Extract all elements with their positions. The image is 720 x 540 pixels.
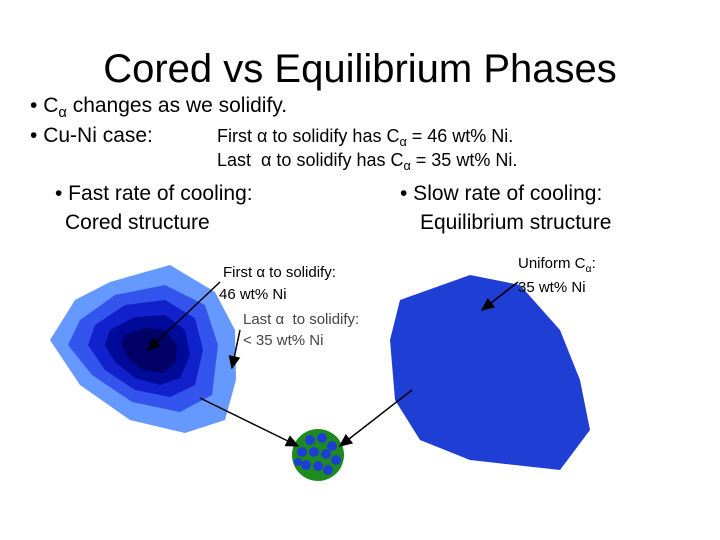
bullet: • Cu-Ni case: bbox=[30, 124, 153, 147]
first-label: First α to solidify: bbox=[223, 264, 336, 281]
subscript: α bbox=[399, 135, 406, 149]
text: changes as we solidify. bbox=[67, 94, 287, 117]
nucleus bbox=[292, 429, 344, 481]
text: Last α to solidify has C bbox=[217, 150, 404, 170]
last-label: < 35 wt% Ni bbox=[243, 332, 323, 349]
text: First α to solidify has C bbox=[217, 126, 399, 146]
first-label: 46 wt% Ni bbox=[219, 286, 287, 303]
text: : bbox=[592, 255, 596, 272]
subscript: α bbox=[586, 263, 592, 275]
case-line: Last α to solidify has Cα = 35 wt% Ni. bbox=[217, 150, 517, 173]
text: = 35 wt% Ni. bbox=[411, 150, 518, 170]
text: Uniform C bbox=[518, 255, 586, 272]
text: = 46 wt% Ni. bbox=[407, 126, 514, 146]
left-subheading: Cored structure bbox=[65, 211, 210, 234]
right-subheading: Equilibrium structure bbox=[420, 211, 611, 234]
text: Cu-Ni case: bbox=[43, 124, 153, 147]
case-line: First α to solidify has Cα = 46 wt% Ni. bbox=[217, 126, 513, 149]
subscript: α bbox=[58, 105, 67, 121]
right-heading: • Slow rate of cooling: bbox=[400, 182, 602, 205]
left-heading: • Fast rate of cooling: bbox=[55, 182, 253, 205]
title: Cored vs Equilibrium Phases bbox=[103, 47, 617, 91]
uniform-label: 35 wt% Ni bbox=[518, 279, 586, 296]
equilibrium-grain bbox=[390, 275, 590, 470]
uniform-label: Uniform Cα: bbox=[518, 255, 596, 275]
bullet: • Cα changes as we solidify. bbox=[30, 94, 287, 121]
text: C bbox=[43, 94, 58, 117]
subscript: α bbox=[404, 159, 411, 173]
cored-grain bbox=[50, 265, 236, 433]
arrows bbox=[146, 281, 519, 447]
last-label: Last α to solidify: bbox=[243, 311, 359, 328]
